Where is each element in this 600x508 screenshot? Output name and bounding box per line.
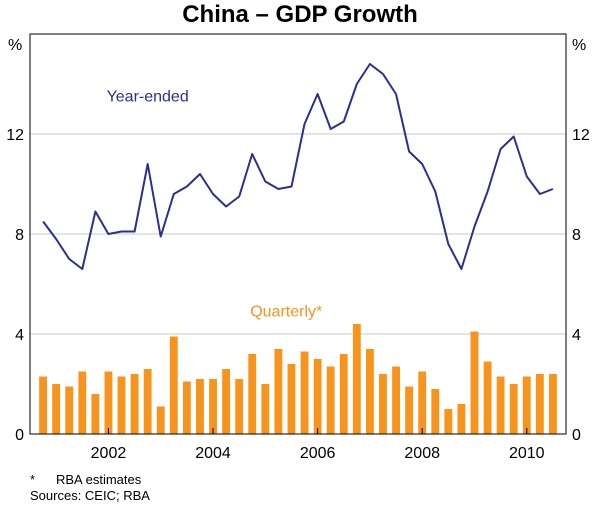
- right-tick-0: 0: [572, 427, 581, 444]
- quarterly-bar: [509, 384, 518, 434]
- quarterly-bar: [143, 369, 152, 434]
- left-tick-12: 12: [6, 127, 24, 144]
- year-ended-label: Year-ended: [107, 89, 189, 106]
- quarterly-bar: [496, 376, 505, 434]
- quarterly-bars: [39, 324, 557, 434]
- quarterly-bar: [287, 364, 296, 434]
- right-tick-12: 12: [572, 127, 590, 144]
- left-axis-unit: %: [8, 37, 22, 54]
- quarterly-bar: [522, 376, 531, 434]
- quarterly-bar: [535, 374, 544, 434]
- x-tick-2002: 2002: [91, 445, 127, 462]
- chart-title: China – GDP Growth: [182, 1, 418, 28]
- quarterly-bar: [209, 379, 217, 434]
- quarterly-bar: [52, 384, 61, 434]
- right-tick-8: 8: [572, 227, 581, 244]
- quarterly-bar: [235, 379, 244, 434]
- quarterly-bar: [352, 324, 361, 434]
- quarterly-bar: [405, 386, 414, 434]
- quarterly-bar: [196, 379, 204, 434]
- quarterly-bar: [117, 376, 126, 434]
- quarterly-bar: [444, 409, 453, 434]
- left-tick-8: 8: [15, 227, 24, 244]
- quarterly-bar: [104, 371, 113, 434]
- quarterly-bar: [379, 374, 387, 434]
- quarterly-bar: [365, 349, 374, 434]
- quarterly-bar: [549, 374, 557, 434]
- quarterly-bar: [470, 331, 479, 434]
- x-tick-2010: 2010: [509, 445, 545, 462]
- quarterly-bar: [457, 404, 466, 434]
- x-tick-2006: 2006: [300, 445, 336, 462]
- quarterly-bar: [65, 386, 74, 434]
- quarterly-bar: [326, 366, 335, 434]
- quarterly-bar: [156, 406, 165, 434]
- footnote-star: *: [30, 472, 36, 487]
- right-axis-unit: %: [572, 37, 586, 54]
- quarterly-label: Quarterly*: [250, 304, 322, 321]
- quarterly-bar: [313, 359, 322, 434]
- footnote-text: RBA estimates: [56, 472, 142, 487]
- quarterly-bar: [418, 371, 427, 434]
- quarterly-bar: [300, 351, 309, 434]
- axis-ticks: 0 0 4 4 8 8 12 12 2002 2004 2006 2008 2010: [6, 127, 590, 462]
- quarterly-bar: [169, 336, 178, 434]
- x-tick-2008: 2008: [404, 445, 440, 462]
- left-tick-4: 4: [15, 327, 24, 344]
- quarterly-bar: [261, 384, 270, 434]
- quarterly-bar: [248, 354, 257, 434]
- quarterly-bar: [39, 376, 47, 434]
- right-tick-4: 4: [572, 327, 581, 344]
- quarterly-bar: [431, 389, 440, 434]
- left-tick-0: 0: [15, 427, 24, 444]
- x-tick-2004: 2004: [195, 445, 231, 462]
- quarterly-bar: [483, 361, 492, 434]
- quarterly-bar: [182, 381, 191, 434]
- quarterly-bar: [274, 349, 283, 434]
- quarterly-bar: [339, 354, 348, 434]
- quarterly-bar: [392, 366, 400, 434]
- year-ended-series: [42, 63, 554, 270]
- quarterly-bar: [78, 371, 87, 434]
- quarterly-bar: [91, 394, 100, 434]
- quarterly-bar: [130, 374, 139, 434]
- sources-note: Sources: CEIC; RBA: [30, 488, 150, 503]
- quarterly-bar: [222, 369, 231, 434]
- plot-frame: [29, 33, 567, 435]
- year-ended-line: [42, 63, 554, 270]
